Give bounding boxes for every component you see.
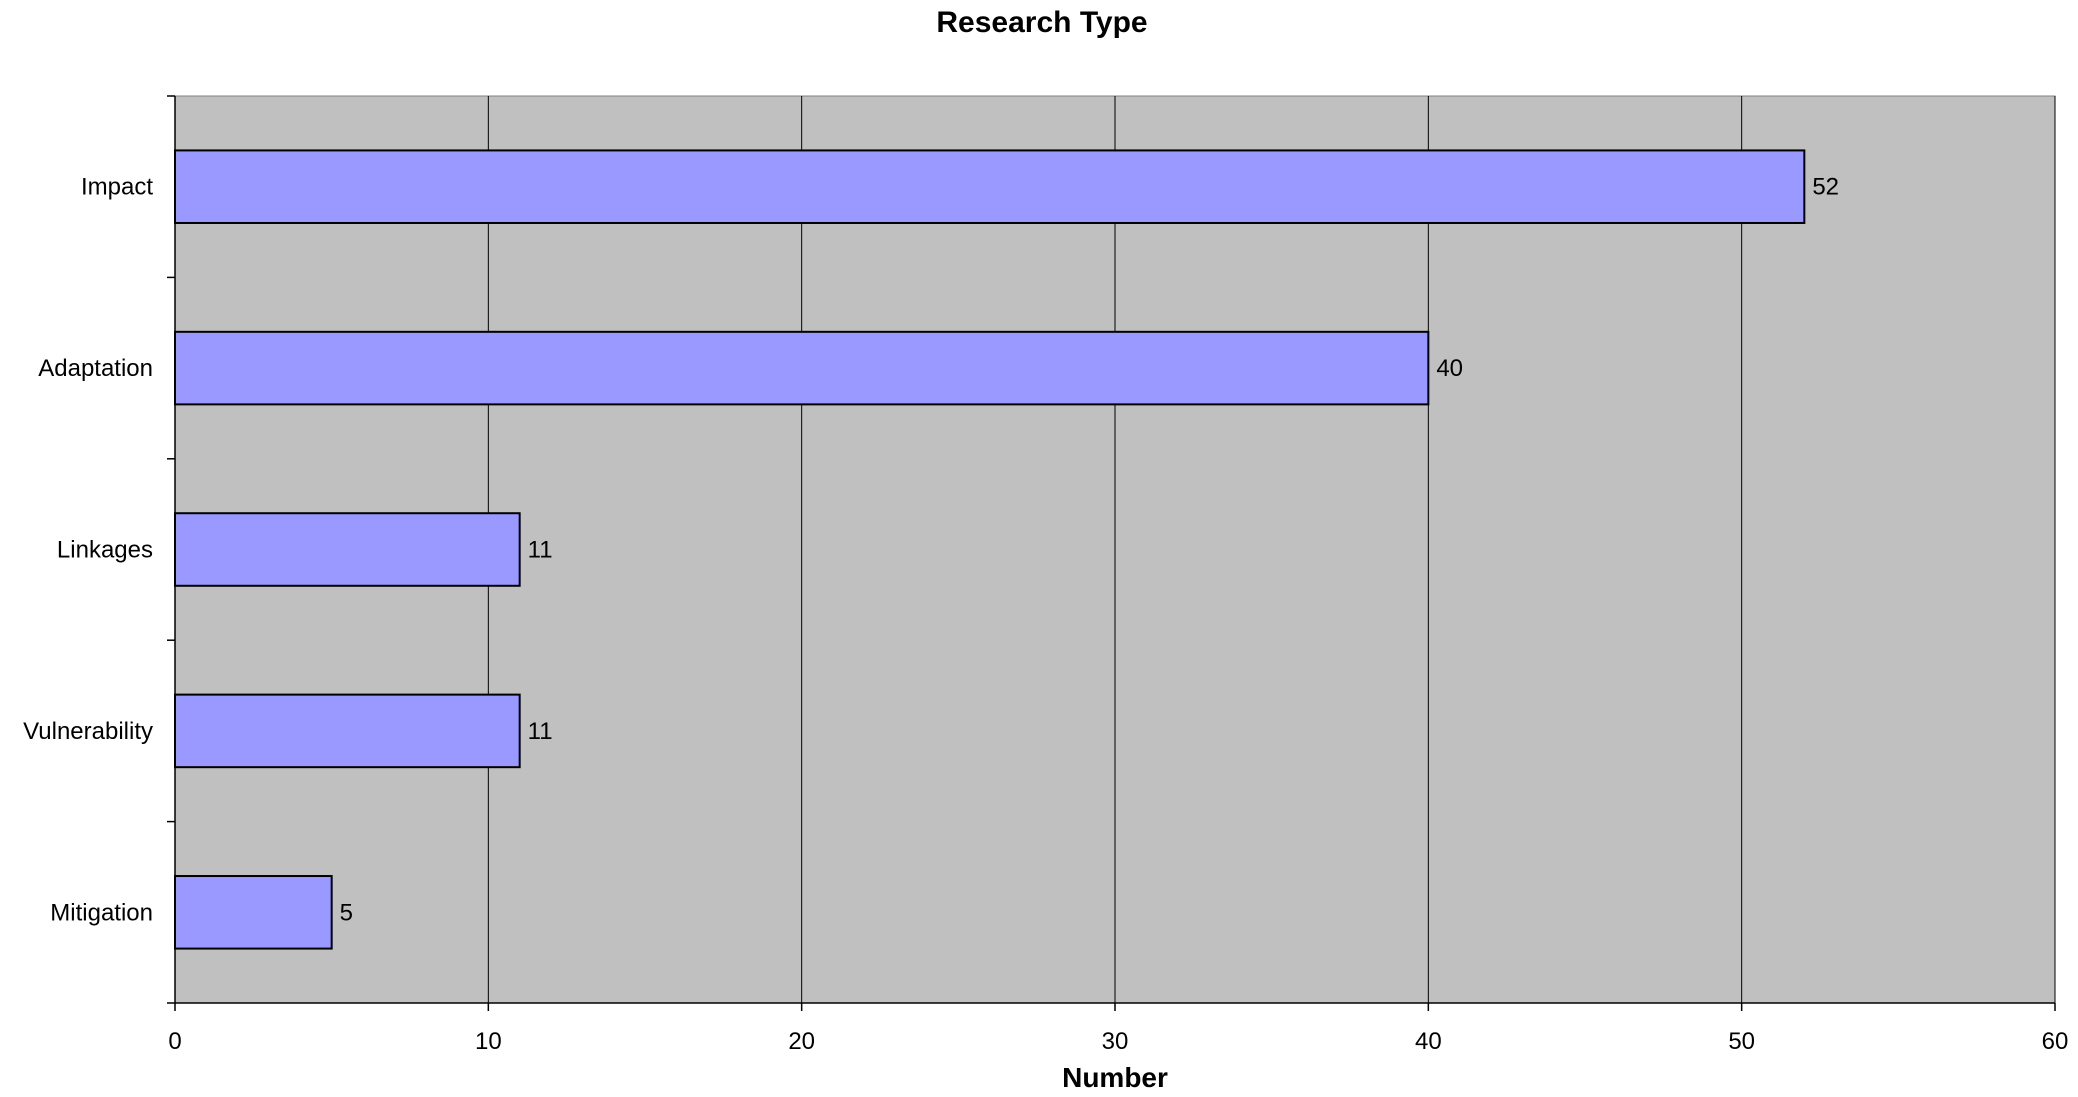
data-label: 40 bbox=[1436, 355, 1463, 382]
x-tick-label: 30 bbox=[1102, 1028, 1129, 1055]
bar bbox=[174, 512, 521, 587]
y-category-label: Impact bbox=[81, 174, 153, 201]
y-category-label: Vulnerability bbox=[23, 718, 153, 745]
x-tick-label: 10 bbox=[475, 1028, 502, 1055]
grid-lines bbox=[487, 96, 2056, 1003]
x-axis-labels: 0 10 20 30 40 50 60 bbox=[168, 1028, 2068, 1055]
x-tick-label: 50 bbox=[1728, 1028, 1755, 1055]
y-category-label: Mitigation bbox=[50, 899, 153, 926]
bar bbox=[174, 330, 1430, 406]
y-axis-labels: Impact Adaptation Linkages Vulnerability Mit… bbox=[23, 174, 153, 927]
bar bbox=[174, 149, 1806, 224]
data-label: 52 bbox=[1812, 174, 1839, 201]
x-tick-label: 40 bbox=[1415, 1028, 1442, 1055]
y-category-label: Linkages bbox=[57, 537, 153, 564]
x-tick-label: 60 bbox=[2042, 1028, 2069, 1055]
bars bbox=[174, 149, 1806, 950]
x-tick-label: 0 bbox=[168, 1028, 181, 1055]
data-label: 5 bbox=[340, 899, 353, 926]
bar bbox=[174, 693, 521, 769]
chart-title: Research Type bbox=[936, 6, 1147, 39]
x-axis-title: Number bbox=[1062, 1062, 1168, 1093]
x-tick-label: 20 bbox=[788, 1028, 815, 1055]
data-label: 11 bbox=[528, 718, 553, 745]
data-label: 11 bbox=[528, 537, 553, 564]
bar bbox=[174, 875, 333, 950]
y-category-label: Adaptation bbox=[38, 355, 153, 382]
data-labels: 52 40 11 11 5 bbox=[340, 174, 1839, 927]
